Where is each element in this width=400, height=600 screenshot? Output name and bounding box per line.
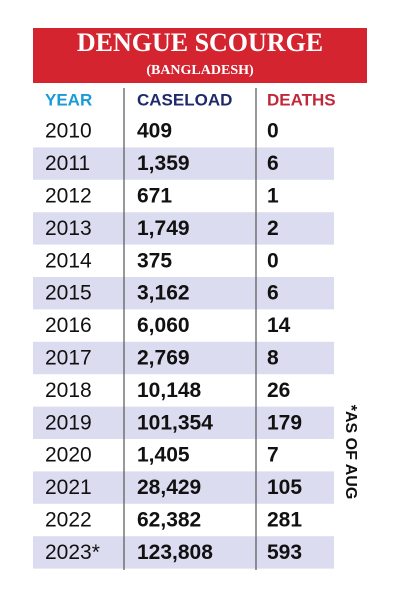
cell: 14 xyxy=(267,314,291,337)
row-stripe xyxy=(33,406,334,439)
cell: 2012 xyxy=(45,185,92,208)
title: DENGUE SCOURGE xyxy=(77,28,323,57)
cell: 593 xyxy=(267,541,302,564)
cell: 2010 xyxy=(45,120,92,143)
cell: 671 xyxy=(137,185,172,208)
cell: 2018 xyxy=(45,379,92,402)
column-header: YEAR xyxy=(45,90,92,109)
row-stripe xyxy=(33,147,334,180)
cell: 1,749 xyxy=(137,217,190,240)
cell: 2013 xyxy=(45,217,92,240)
cell: 28,429 xyxy=(137,476,201,499)
cell: 2020 xyxy=(45,444,92,467)
cell: 0 xyxy=(267,120,279,143)
subtitle: (BANGLADESH) xyxy=(146,63,254,78)
cell: 6 xyxy=(267,152,279,175)
cell: 2021 xyxy=(45,476,92,499)
cell: 62,382 xyxy=(137,509,201,532)
cell: 105 xyxy=(267,476,302,499)
cell: 6,060 xyxy=(137,314,190,337)
row-stripe xyxy=(33,212,334,245)
cell: 2019 xyxy=(45,411,92,434)
cell: 409 xyxy=(137,120,172,143)
row-stripe xyxy=(33,277,334,310)
cell: 0 xyxy=(267,249,279,272)
footnote: *AS OF AUG xyxy=(342,405,359,500)
cell: 2 xyxy=(267,217,279,240)
cell: 3,162 xyxy=(137,282,190,305)
cell: 2014 xyxy=(45,249,92,272)
cell: 2015 xyxy=(45,282,92,305)
cell: 123,808 xyxy=(137,541,213,564)
cell: 7 xyxy=(267,444,279,467)
cell: 2022 xyxy=(45,509,92,532)
row-stripe xyxy=(33,536,334,569)
cell: 1 xyxy=(267,185,279,208)
cell: 2,769 xyxy=(137,347,190,370)
header-band xyxy=(33,28,367,83)
cell: 375 xyxy=(137,249,172,272)
column-header: CASELOAD xyxy=(137,90,232,109)
cell: 8 xyxy=(267,347,279,370)
cell: 2011 xyxy=(45,152,90,175)
cell: 2023* xyxy=(45,541,100,564)
column-header: DEATHS xyxy=(267,90,336,109)
cell: 10,148 xyxy=(137,379,202,402)
row-stripe xyxy=(33,471,334,504)
cell: 281 xyxy=(267,509,302,532)
cell: 2016 xyxy=(45,314,92,337)
cell: 1,359 xyxy=(137,152,190,175)
table-body: 2010 409 0 2011 1,359 6 2012 671 1 2013 1,749 2 2014… xyxy=(33,120,334,569)
cell: 1,405 xyxy=(137,444,190,467)
row-stripe xyxy=(33,341,334,375)
cell: 101,354 xyxy=(137,411,213,434)
cell: 2017 xyxy=(45,347,92,370)
cell: 26 xyxy=(267,379,290,402)
cell: 6 xyxy=(267,282,279,305)
cell: 179 xyxy=(267,411,302,434)
